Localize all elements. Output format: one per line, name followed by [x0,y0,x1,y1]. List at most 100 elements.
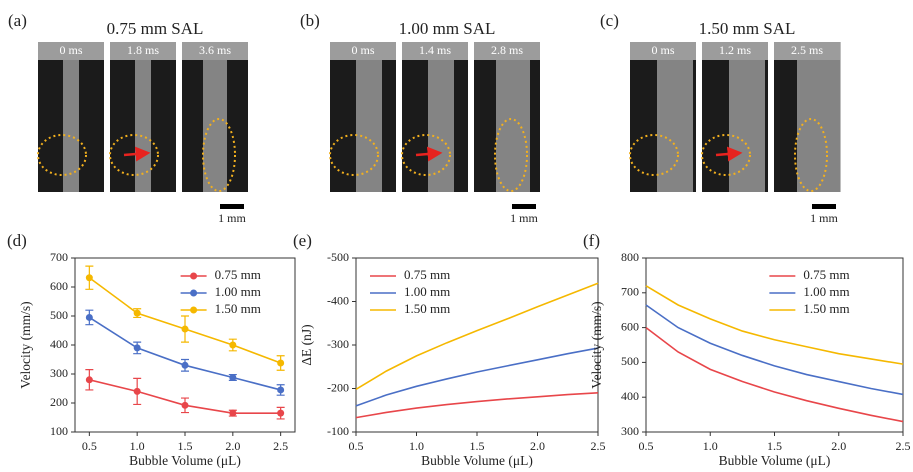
y-tick-label: 500 [50,308,68,322]
time-label: 1.4 ms [419,43,451,57]
time-label: 0 ms [351,43,374,57]
photo-stripe [135,42,151,192]
y-tick-label: 500 [621,354,639,368]
data-point [182,362,189,369]
time-label: 0 ms [59,43,82,57]
legend-label: 1.00 mm [215,284,261,299]
time-label: 2.8 ms [491,43,523,57]
series-line [356,393,598,418]
photo-stripe [797,42,841,192]
scale-bar [220,204,244,209]
x-tick-label: 2.0 [831,439,846,453]
y-tick-label: 300 [621,424,639,438]
x-tick-label: 1.5 [767,439,782,453]
photo-stripe [356,42,382,192]
y-tick-label: 800 [621,250,639,264]
panel-label: (f) [583,231,600,250]
x-tick-label: 1.0 [409,439,424,453]
plot-frame [356,258,598,432]
series-line [646,286,903,364]
scale-label: 1 mm [510,211,538,225]
scale-label: 1 mm [810,211,838,225]
legend-label: 0.75 mm [803,267,849,282]
x-axis-label: Bubble Volume (μL) [129,453,241,468]
panel-label: (a) [8,11,27,30]
data-point [134,310,141,317]
panel-label: (b) [300,11,320,30]
y-tick-label: 200 [50,395,68,409]
y-tick-label: 700 [621,285,639,299]
figure: (a)0.75 mm SAL0 ms1.8 ms3.6 ms1 mm(b)1.0… [0,0,913,472]
y-tick-label: 700 [50,250,68,264]
time-label: 1.2 ms [719,43,751,57]
x-tick-label: 2.0 [225,439,240,453]
photo-stripe [729,42,765,192]
legend-label: 0.75 mm [215,267,261,282]
y-tick-label: -500 [327,250,349,264]
time-label: 0 ms [651,43,674,57]
time-label: 1.8 ms [127,43,159,57]
legend-marker [190,290,197,297]
photo-stripe [496,42,530,192]
y-axis-label: Velocity (mm/s) [18,301,33,388]
plot-frame [646,258,903,432]
scale-bar [812,204,836,209]
y-tick-label: 100 [50,424,68,438]
data-point [86,314,93,321]
x-axis-label: Bubble Volume (μL) [719,453,831,468]
legend-label: 1.50 mm [215,301,261,316]
y-tick-label: -400 [327,293,349,307]
panel-title: 1.00 mm SAL [399,19,496,38]
legend-label: 1.50 mm [803,301,849,316]
legend-label: 1.50 mm [404,301,450,316]
series-line [646,328,903,422]
y-tick-label: 600 [621,319,639,333]
panel-title: 1.50 mm SAL [699,19,796,38]
photo-stripe [63,42,79,192]
photo-stripe [203,42,227,192]
panel-label: (e) [293,231,312,250]
x-tick-label: 0.5 [349,439,364,453]
data-point [86,274,93,281]
data-point [182,402,189,409]
x-tick-label: 1.5 [178,439,193,453]
x-tick-label: 2.5 [896,439,911,453]
panel-label: (d) [7,231,27,250]
series-line [356,283,598,389]
y-tick-label: 600 [50,279,68,293]
legend-label: 0.75 mm [404,267,450,282]
y-tick-label: 300 [50,366,68,380]
y-tick-label: 400 [50,337,68,351]
time-label: 3.6 ms [199,43,231,57]
photo-stripe [428,42,454,192]
data-point [229,374,236,381]
data-point [86,376,93,383]
x-tick-label: 0.5 [82,439,97,453]
time-label: 2.5 ms [791,43,823,57]
data-point [277,359,284,366]
x-tick-label: 1.5 [470,439,485,453]
y-tick-label: 400 [621,389,639,403]
series-line [646,305,903,394]
x-tick-label: 1.0 [703,439,718,453]
photo-stripe [657,42,693,192]
scale-label: 1 mm [218,211,246,225]
y-axis-label: ΔE (nJ) [299,324,314,365]
legend-label: 1.00 mm [803,284,849,299]
y-tick-label: -200 [327,380,349,394]
data-point [277,386,284,393]
y-tick-label: -300 [327,337,349,351]
data-point [277,410,284,417]
data-point [182,326,189,333]
legend-marker [190,307,197,314]
x-tick-label: 1.0 [130,439,145,453]
y-axis-label: Velocity (mm/s) [589,301,604,388]
x-tick-label: 2.5 [591,439,606,453]
x-tick-label: 2.0 [530,439,545,453]
y-tick-label: -100 [327,424,349,438]
x-tick-label: 0.5 [639,439,654,453]
scale-bar [512,204,536,209]
legend-marker [190,273,197,280]
data-point [134,344,141,351]
data-point [134,388,141,395]
